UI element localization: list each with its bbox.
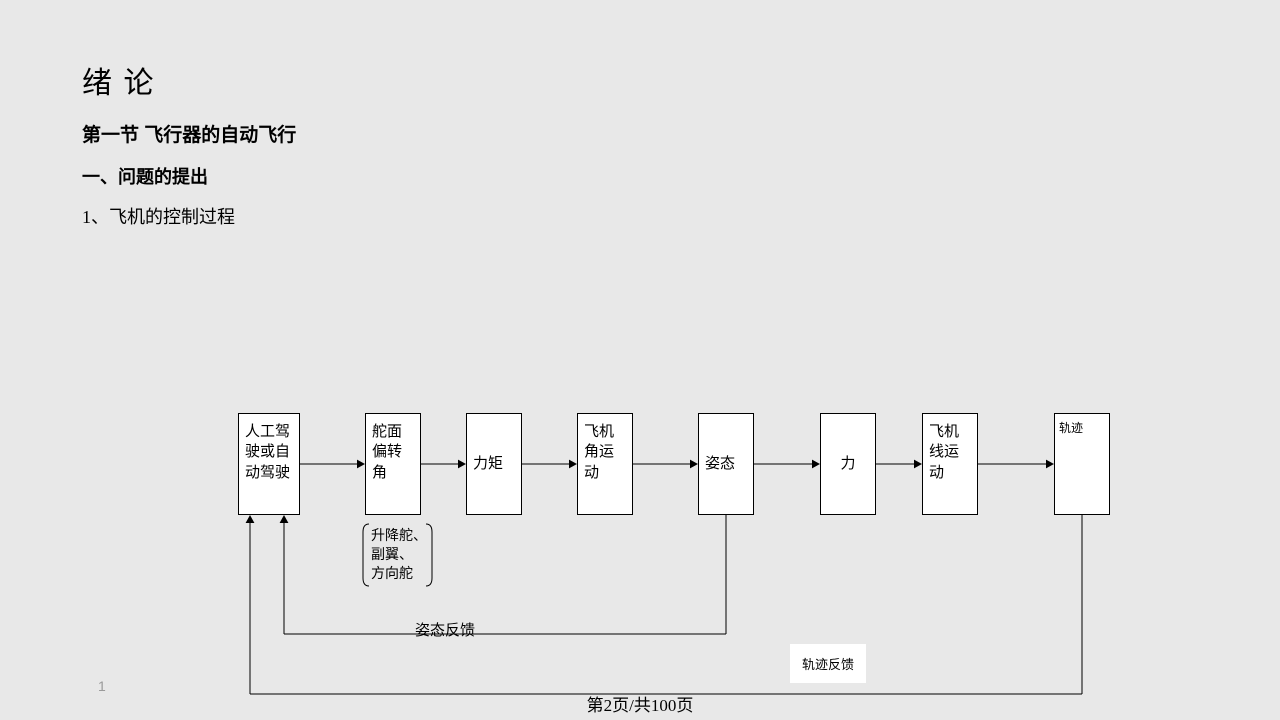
feedback-label: 轨迹反馈 bbox=[790, 644, 866, 683]
slide-number: 1 bbox=[98, 678, 106, 694]
page-footer: 第2页/共100页 bbox=[587, 691, 694, 716]
flow-node-n7: 飞机线运动 bbox=[922, 413, 978, 515]
flowchart: 人工驾驶或自动驾驶 舵面偏转角力矩飞机角运动 姿态力飞机线运动 轨迹姿态反馈轨迹反馈 升… bbox=[0, 0, 1280, 720]
flow-node-n2: 舵面偏转角 bbox=[365, 413, 421, 515]
bracket-note: 升降舵、副翼、方向舵 bbox=[371, 528, 427, 585]
flow-node-n5: 姿态 bbox=[698, 413, 754, 515]
flow-node-n1: 人工驾驶或自动驾驶 bbox=[238, 413, 300, 515]
feedback-label: 姿态反馈 bbox=[415, 619, 475, 640]
flow-node-n6: 力 bbox=[820, 413, 876, 515]
flow-node-n4: 飞机角运动 bbox=[577, 413, 633, 515]
flow-node-n3: 力矩 bbox=[466, 413, 522, 515]
flow-node-n8: 轨迹 bbox=[1054, 413, 1110, 515]
